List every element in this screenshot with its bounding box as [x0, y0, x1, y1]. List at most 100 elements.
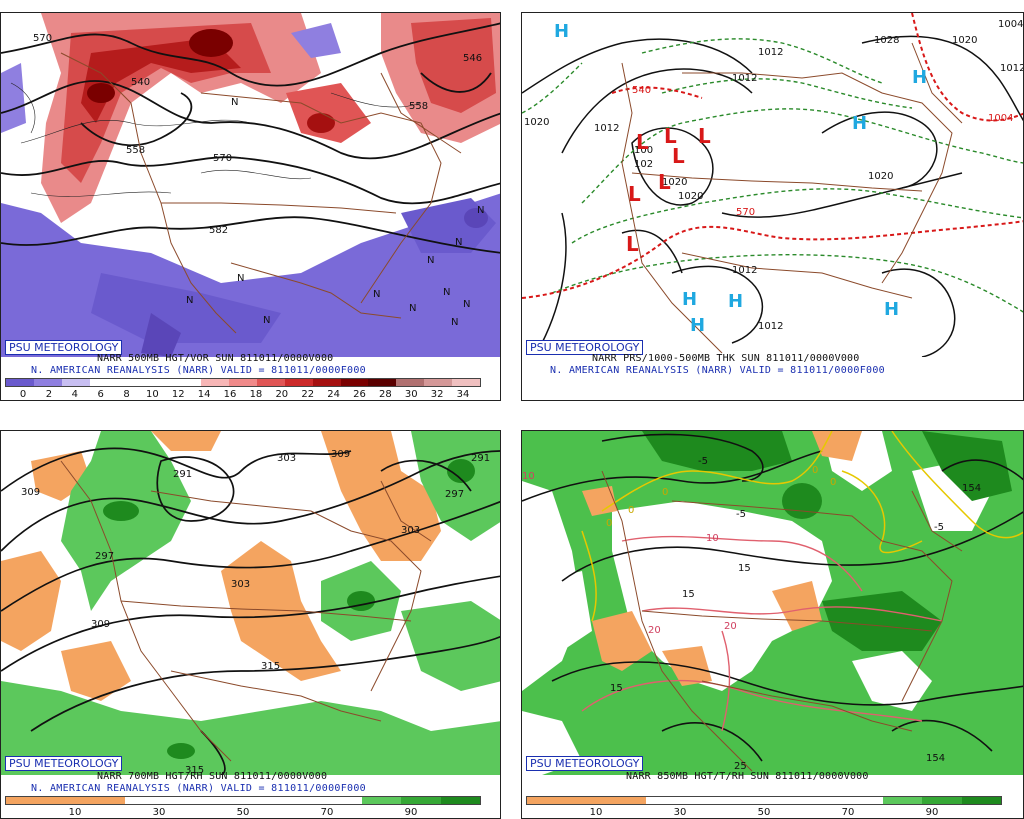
colorbar-swatch — [312, 379, 341, 386]
colorbar-tick-label: 2 — [45, 389, 53, 400]
colorbar-swatch — [243, 797, 283, 804]
colorbar-swatch — [201, 379, 229, 386]
colorbar-swatch — [173, 379, 202, 386]
colorbar-tick-label: 16 — [223, 389, 237, 400]
contour-label: 570 — [213, 153, 232, 164]
colorbar-swatch — [724, 797, 764, 804]
colorbar-tick-label: 24 — [327, 389, 340, 400]
temperature-red — [581, 535, 943, 732]
coastlines — [621, 42, 963, 354]
temp-label: 154 — [962, 483, 981, 494]
colorbar-swatch — [164, 797, 204, 804]
colorbar-swatch — [685, 797, 725, 804]
rh-dry-fill — [582, 431, 862, 686]
map-pressure: 1020 1012 1012 1028 1020 1012 1020 1004 … — [522, 13, 1023, 357]
temp-label: -5 — [934, 522, 944, 533]
contour-label: 558 — [126, 145, 145, 156]
colorbar-swatch — [452, 379, 480, 386]
temp-label: -5 — [698, 456, 708, 467]
isobar-label: 1004 — [998, 19, 1023, 30]
panel-subtitle: N. AMERICAN REANALYSIS (NARR) VALID = 81… — [31, 783, 366, 794]
contour-label: 309 — [331, 449, 350, 460]
high-symbol: H — [884, 299, 899, 320]
contour-label: 297 — [95, 551, 114, 562]
panel-500mb-vorticity: 570 540 558 558 570 582 546 N N N N N N … — [0, 12, 501, 401]
colorbar-swatch — [645, 797, 685, 804]
temp-label: 10 — [522, 471, 535, 482]
contour-label: 303 — [277, 453, 296, 464]
colorbar-swatch — [85, 797, 125, 804]
temp-label: 10 — [706, 533, 719, 544]
high-symbol: H — [682, 289, 697, 310]
colorbar-swatch — [396, 379, 425, 386]
isobar-label: 102 — [634, 159, 653, 170]
low-pressure-centers: L L L L L L L — [626, 124, 711, 256]
coastlines — [60, 52, 462, 334]
isobar-label: 1012 — [758, 321, 783, 332]
panel-title: NARR 700MB HGT/RH SUN 811011/0000V000 — [97, 771, 328, 782]
isobar-label: 1028 — [874, 35, 899, 46]
high-pressure-centers: H H H H H H H — [554, 21, 927, 336]
contour-label: 540 — [131, 77, 150, 88]
psu-logo: PSU METEOROLOGY — [526, 340, 644, 355]
n-symbol: N — [263, 315, 270, 326]
height-labels: 570 540 558 558 570 582 546 — [33, 33, 482, 236]
contour-label: 558 — [409, 101, 428, 112]
temp-label: 25 — [734, 761, 747, 772]
colorbar-tick-label: 6 — [97, 389, 104, 400]
contour-label: 291 — [471, 453, 490, 464]
colorbar-swatch — [145, 379, 174, 386]
colorbar-swatch — [117, 379, 146, 386]
n-symbol: N — [409, 303, 416, 314]
colorbar-tick-label: 10 — [589, 807, 603, 818]
colorbar-swatch — [284, 379, 313, 386]
colorbar-swatch — [368, 379, 397, 386]
low-symbol: L — [626, 232, 639, 256]
n-symbol: N — [455, 237, 462, 248]
colorbar-ticks: 10 30 50 70 90 — [5, 807, 481, 819]
temp-label: 0 — [606, 518, 612, 529]
n-symbol: N — [427, 255, 434, 266]
vorticity-minima-symbols: N N N N N N N N N N N N — [186, 97, 484, 328]
n-symbol: N — [373, 289, 380, 300]
n-symbol: N — [443, 287, 450, 298]
n-symbol: N — [477, 205, 484, 216]
high-symbol: H — [728, 291, 743, 312]
panel-title: NARR 850MB HGT/T/RH SUN 811011/0000V000 — [626, 771, 869, 782]
n-symbol: N — [237, 273, 244, 284]
isobar-label: 1020 — [678, 191, 703, 202]
isobar-label: 1020 — [868, 171, 893, 182]
colorbar — [5, 378, 481, 387]
coastlines — [60, 460, 432, 762]
temp-label: 20 — [724, 621, 737, 632]
isobar-label: 1012 — [594, 123, 619, 134]
map-850mb: -5 -5 -5 0 0 0 0 0 10 15 15 20 20 15 25 … — [522, 431, 1023, 775]
colorbar-tick-label: 28 — [378, 389, 392, 400]
isobar-labels: 1020 1012 1012 1028 1020 1012 1020 1004 … — [524, 19, 1023, 332]
colorbar-swatch — [282, 797, 322, 804]
thickness-red — [522, 13, 1023, 299]
panel-850mb-temperature: -5 -5 -5 0 0 0 0 0 10 15 15 20 20 15 25 … — [521, 430, 1024, 819]
map-500mb: 570 540 558 558 570 582 546 N N N N N N … — [1, 13, 500, 357]
psu-logo: PSU METEOROLOGY — [5, 756, 123, 771]
temp-label: 0 — [662, 487, 668, 498]
coastlines — [601, 470, 963, 772]
colorbar-swatch — [424, 379, 452, 386]
psu-logo: PSU METEOROLOGY — [5, 340, 123, 355]
colorbar-tick-label: 34 — [456, 389, 470, 400]
vorticity-fill-positive — [41, 13, 500, 223]
colorbar-swatch — [566, 797, 606, 804]
isobar-label: 1012 — [732, 265, 757, 276]
colorbar-tick-label: 4 — [71, 389, 78, 400]
isobar-label: 1020 — [524, 117, 549, 128]
colorbar — [526, 796, 1002, 805]
colorbar-swatch — [322, 797, 362, 804]
height-contours — [522, 433, 1023, 762]
colorbar-swatch — [203, 797, 243, 804]
n-symbol: N — [463, 299, 470, 310]
colorbar-swatch — [440, 797, 480, 804]
colorbar-swatch — [33, 379, 62, 386]
colorbar-tick-label: 30 — [404, 389, 418, 400]
temperature-labels: -5 -5 -5 0 0 0 0 0 10 15 15 20 20 15 25 … — [522, 456, 981, 772]
contour-label: 315 — [261, 661, 280, 672]
